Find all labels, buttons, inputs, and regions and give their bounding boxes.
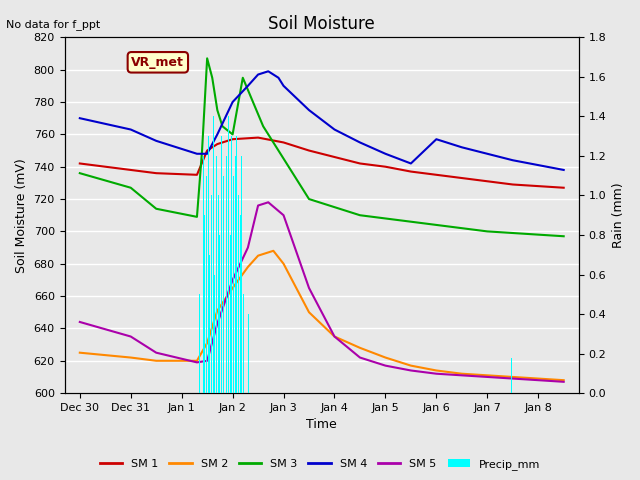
Bar [233,176,234,393]
Bar [200,235,202,393]
Bar [238,195,239,393]
Bar [221,136,222,393]
Bar [199,294,200,393]
Legend: SM 1, SM 2, SM 3, SM 4, SM 5, Precip_mm: SM 1, SM 2, SM 3, SM 4, SM 5, Precip_mm [95,455,545,474]
Bar [209,255,210,393]
Y-axis label: Rain (mm): Rain (mm) [612,182,625,248]
Bar [208,136,209,393]
Bar [216,156,217,393]
Bar [226,156,227,393]
Bar [248,314,250,393]
Bar [228,116,229,393]
Bar [511,358,512,393]
Bar [241,156,243,393]
Bar [218,195,219,393]
Bar [235,156,236,393]
Bar [205,176,207,393]
Bar [203,156,204,393]
Bar [211,195,212,393]
Bar [280,363,282,393]
X-axis label: Time: Time [307,419,337,432]
Bar [212,116,214,393]
Bar [231,136,232,393]
Bar [236,136,237,393]
Title: Soil Moisture: Soil Moisture [268,15,375,33]
Y-axis label: Soil Moisture (mV): Soil Moisture (mV) [15,158,28,273]
Bar [223,176,224,393]
Bar [214,275,215,393]
Bar [204,215,205,393]
Text: No data for f_ppt: No data for f_ppt [6,19,100,30]
Bar [240,215,241,393]
Bar [243,294,244,393]
Text: VR_met: VR_met [131,56,184,69]
